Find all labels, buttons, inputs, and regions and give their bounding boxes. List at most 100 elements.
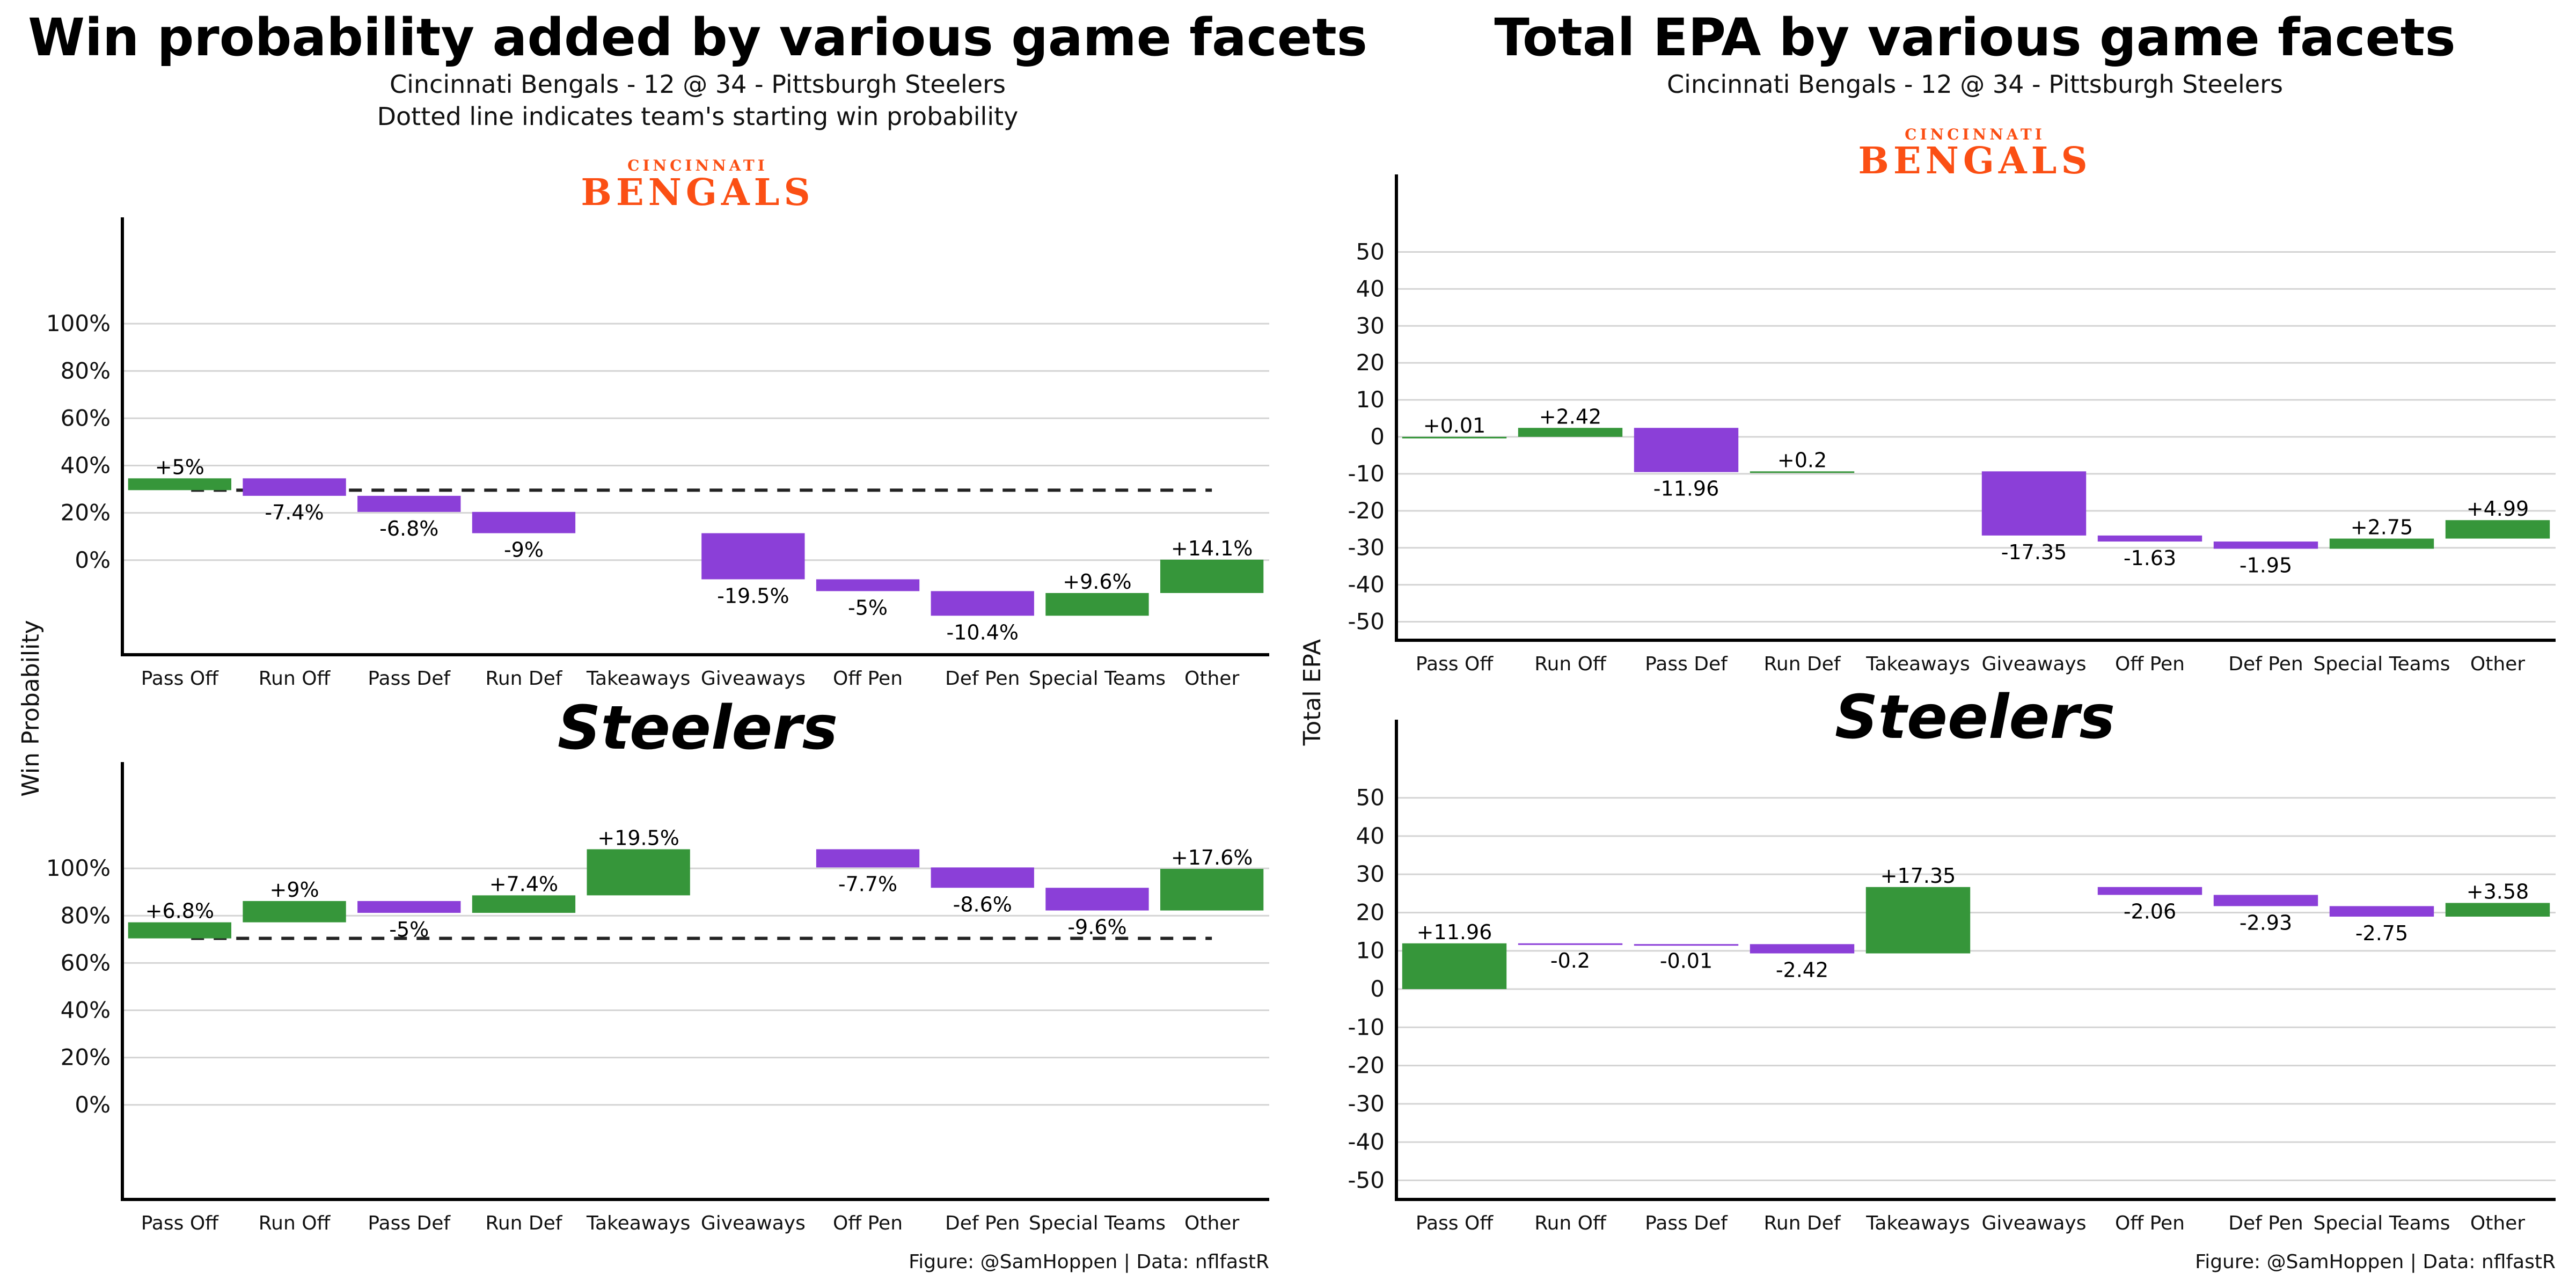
bar-value-label: +5%: [155, 455, 204, 479]
bar-special-teams: [2329, 906, 2434, 917]
bar-value-label: +9%: [269, 878, 319, 902]
wp-steelers-panel: 0% 20% 40% 60% 80% 100% +6.8% +9% -5% +7.4% +19.5%…: [46, 762, 1269, 1234]
x-tick-label: Pass Off: [141, 1212, 219, 1234]
y-tick-label: -10: [1348, 460, 1385, 487]
x-tick-label: Other: [1184, 668, 1239, 690]
bar-value-label: +3.58: [2467, 880, 2529, 903]
bar-giveaways: [701, 533, 805, 580]
x-tick-label: Off Pen: [833, 1212, 903, 1234]
bar-value-label: +19.5%: [597, 826, 679, 850]
bar-value-label: -10.4%: [947, 620, 1019, 644]
bar-value-label: -0.2: [1550, 949, 1590, 972]
bar-value-label: -5%: [848, 596, 888, 619]
y-tick-label: 0: [1370, 976, 1385, 1002]
bar-value-label: +6.8%: [145, 899, 214, 923]
y-tick-label: 60%: [61, 405, 111, 431]
bar-run-off: [243, 901, 346, 923]
bengals-logo-city: CINCINNATI: [627, 157, 768, 174]
bengals-logo-name: BENGALS: [581, 171, 814, 214]
bar-giveaways: [1981, 471, 2087, 536]
y-tick-label: 30: [1356, 312, 1385, 339]
bar-value-label: -8.6%: [953, 892, 1012, 916]
x-tick-label: Run Def: [1763, 653, 1841, 675]
bar-run-def: [1750, 944, 1855, 954]
epa-chart-subtitle: Cincinnati Bengals - 12 @ 34 - Pittsburg…: [1667, 70, 2283, 99]
steelers-logo-wp: Steelers: [558, 693, 838, 763]
wp-y-axis-title: Win Probability: [17, 620, 45, 796]
bar-value-label: +0.01: [1423, 414, 1485, 437]
y-tick-label: 20%: [61, 1044, 111, 1071]
bar-special-teams: [1045, 592, 1149, 616]
epa-y-axis-title: Total EPA: [1299, 639, 1326, 746]
y-tick-label: 0%: [75, 547, 111, 573]
epa-chart-title: Total EPA by various game facets: [1494, 8, 2455, 68]
bar-value-label: -6.8%: [379, 517, 438, 540]
x-tick-label: Def Pen: [945, 1212, 1020, 1234]
bar-pass-off: [128, 922, 232, 939]
x-tick-label: Giveaways: [1982, 1212, 2087, 1234]
bar-value-label: -11.96: [1653, 477, 1719, 501]
bar-off-pen: [2097, 535, 2202, 542]
bar-pass-def: [1634, 944, 1739, 946]
y-tick-label: 20: [1356, 349, 1385, 376]
bar-other: [2445, 903, 2550, 917]
bar-run-off: [1518, 943, 1623, 945]
x-tick-label: Takeaways: [586, 668, 690, 690]
y-tick-label: -30: [1348, 535, 1385, 561]
y-tick-label: 20: [1356, 899, 1385, 925]
bar-value-label: +2.75: [2351, 516, 2413, 539]
wp-chart-subtitle-note: Dotted line indicates team's starting wi…: [377, 102, 1019, 131]
x-tick-label: Special Teams: [1029, 1212, 1166, 1234]
bar-value-label: -5%: [389, 918, 429, 941]
bar-run-def: [472, 895, 576, 913]
wp-caption: Figure: @SamHoppen | Data: nflfastR: [909, 1251, 1269, 1273]
x-tick-label: Giveaways: [701, 1212, 806, 1234]
bar-off-pen: [2097, 887, 2202, 895]
bar-special-teams: [2329, 538, 2434, 549]
y-tick-label: 40%: [61, 997, 111, 1023]
bar-value-label: +17.35: [1880, 864, 1956, 888]
x-tick-label: Run Off: [259, 668, 331, 690]
bar-takeaways: [587, 849, 690, 896]
x-tick-label: Run Def: [1763, 1212, 1841, 1234]
x-tick-label: Pass Def: [1645, 1212, 1728, 1234]
x-tick-label: Off Pen: [833, 668, 903, 690]
y-tick-label: 50: [1356, 785, 1385, 811]
bar-value-label: -9.6%: [1067, 916, 1126, 939]
bar-run-def: [1750, 471, 1855, 473]
y-tick-label: 80%: [61, 357, 111, 384]
bar-value-label: -2.93: [2240, 911, 2292, 934]
y-tick-label: 40: [1356, 275, 1385, 302]
bar-run-off: [243, 478, 346, 496]
bar-value-label: -19.5%: [717, 584, 789, 608]
x-tick-label: Other: [1184, 1212, 1239, 1234]
y-tick-label: 100%: [46, 310, 111, 336]
y-tick-label: 20%: [61, 500, 111, 526]
bar-special-teams: [1045, 888, 1149, 911]
bar-other: [1160, 559, 1264, 593]
bar-run-def: [472, 511, 576, 533]
bar-takeaways: [1865, 887, 1971, 954]
x-tick-label: Takeaways: [586, 1212, 690, 1234]
y-tick-label: 40: [1356, 823, 1385, 849]
x-tick-label: Pass Def: [368, 1212, 451, 1234]
y-tick-label: 30: [1356, 861, 1385, 887]
x-tick-label: Takeaways: [1865, 1212, 1970, 1234]
bengals-logo-epa-name: BENGALS: [1858, 140, 2091, 182]
y-tick-label: 50: [1356, 238, 1385, 265]
bar-def-pen: [931, 867, 1034, 888]
bar-other: [2445, 520, 2550, 539]
y-tick-label: -20: [1348, 1052, 1385, 1079]
x-tick-label: Pass Def: [1645, 653, 1728, 675]
bar-value-label: -7.7%: [838, 872, 897, 896]
x-tick-label: Off Pen: [2115, 1212, 2185, 1234]
bar-value-label: -17.35: [2001, 540, 2067, 564]
x-tick-label: Pass Def: [368, 668, 451, 690]
y-tick-label: 40%: [61, 452, 111, 479]
y-tick-label: 100%: [46, 855, 111, 881]
bar-run-off: [1518, 428, 1623, 437]
y-tick-label: -40: [1348, 1129, 1385, 1155]
bar-value-label: +4.99: [2467, 497, 2529, 521]
y-tick-label: 10: [1356, 386, 1385, 413]
